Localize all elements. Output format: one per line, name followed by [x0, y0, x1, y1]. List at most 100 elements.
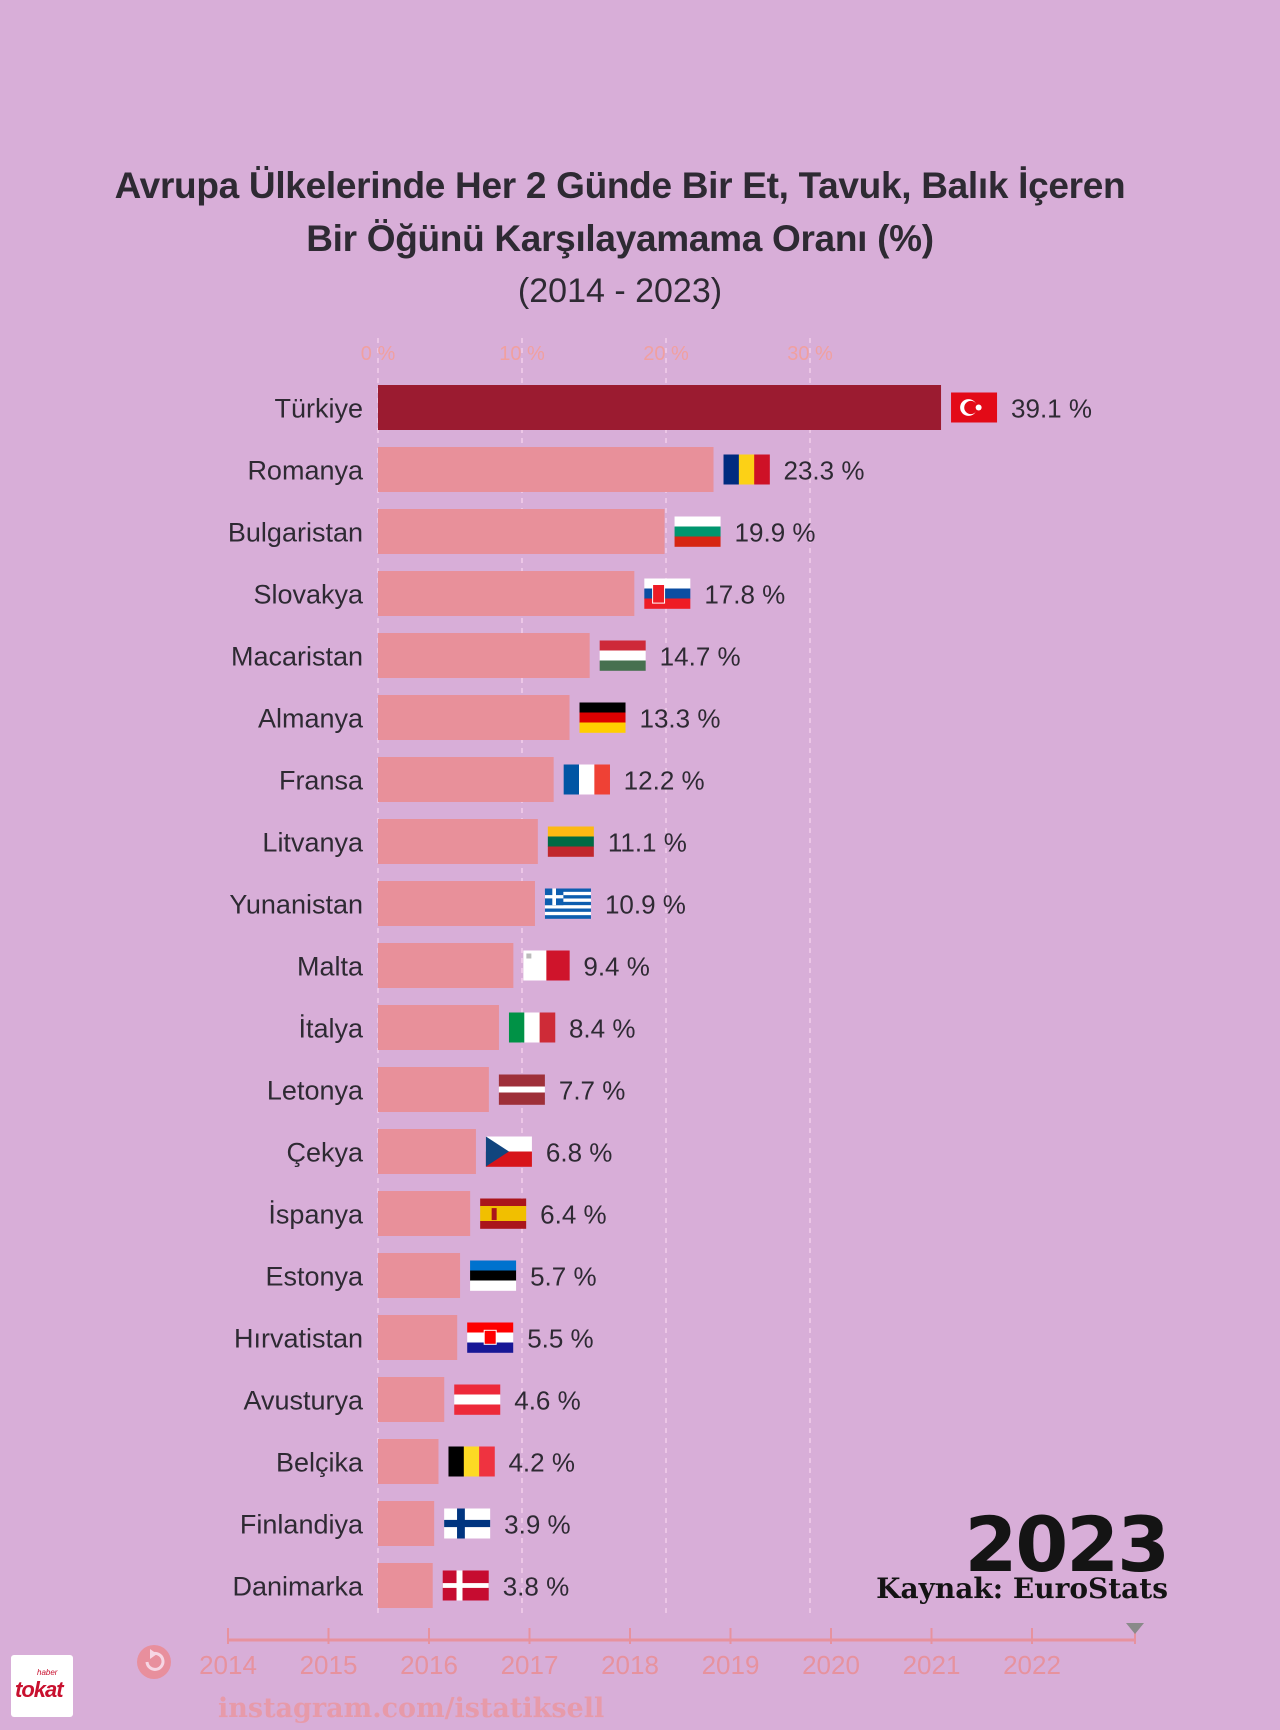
x-tick-label: 30 %: [787, 343, 833, 365]
value-label: 5.5 %: [527, 1324, 594, 1354]
romania-flag: [723, 454, 770, 485]
replay-icon: [137, 1645, 171, 1679]
category-label: Romanya: [247, 456, 364, 486]
bar: [378, 1501, 435, 1546]
croatia-flag: [467, 1322, 514, 1353]
category-label: Estonya: [265, 1262, 364, 1292]
timeline-year-label: 2019: [702, 1650, 760, 1680]
current-year: 2023: [964, 1500, 1170, 1589]
category-label: Belçika: [276, 1448, 364, 1478]
bar: [378, 695, 570, 740]
timeline-year-label: 2017: [501, 1650, 559, 1680]
value-label: 6.4 %: [540, 1200, 607, 1230]
value-label: 4.6 %: [514, 1386, 581, 1416]
germany-flag: [579, 702, 626, 733]
value-label: 17.8 %: [704, 580, 785, 610]
chart-period: (2014 - 2023): [517, 272, 723, 310]
x-tick-label: 0 %: [361, 343, 396, 365]
category-label: Avusturya: [243, 1386, 364, 1416]
logo-main-text: tokat: [15, 1677, 64, 1702]
bar: [378, 757, 554, 802]
logo-small-text: haber: [37, 1668, 58, 1677]
bar: [378, 1377, 445, 1422]
bar: [378, 1315, 458, 1360]
category-label: Çekya: [286, 1138, 364, 1168]
bar: [378, 385, 942, 430]
bar: [378, 1067, 489, 1112]
value-label: 10.9 %: [605, 890, 686, 920]
value-label: 3.9 %: [504, 1510, 571, 1540]
category-label: İtalya: [298, 1013, 364, 1044]
bar: [378, 447, 714, 492]
category-label: Hırvatistan: [234, 1324, 363, 1354]
bar: [378, 1439, 439, 1484]
category-label: Bulgaristan: [228, 518, 363, 548]
value-label: 7.7 %: [559, 1076, 626, 1106]
tokat-logo: haber tokat: [11, 1655, 73, 1717]
slovakia-flag: [644, 578, 691, 609]
france-flag: [563, 764, 610, 795]
bar: [378, 1563, 433, 1608]
timeline-year-label: 2015: [300, 1650, 358, 1680]
value-label: 3.8 %: [503, 1572, 569, 1602]
timeline-current-marker: [1126, 1623, 1144, 1634]
category-label: Finlandiya: [240, 1510, 364, 1540]
watermark: instagram.com/istatiksell: [218, 1693, 605, 1724]
bar: [378, 1005, 499, 1050]
hungary-flag: [599, 640, 646, 671]
category-label: Letonya: [267, 1076, 364, 1106]
category-label: Fransa: [279, 766, 364, 796]
category-label: Litvanya: [262, 828, 364, 858]
bar: [378, 1191, 471, 1236]
chart-title-line2: Bir Öğünü Karşılayamama Oranı (%): [306, 218, 934, 259]
value-label: 14.7 %: [660, 642, 741, 672]
timeline-year-label: 2020: [802, 1650, 860, 1680]
value-label: 9.4 %: [583, 952, 650, 982]
category-label: Slovakya: [253, 580, 364, 610]
timeline-year-label: 2018: [601, 1650, 659, 1680]
bar: [378, 819, 538, 864]
category-label: Macaristan: [231, 642, 363, 672]
timeline-year-label: 2021: [903, 1650, 961, 1680]
value-label: 11.1 %: [608, 828, 687, 858]
chart-title-line1: Avrupa Ülkelerinde Her 2 Günde Bir Et, T…: [114, 165, 1126, 206]
value-label: 19.9 %: [735, 518, 816, 548]
spain-flag: [480, 1198, 527, 1229]
value-label: 8.4 %: [569, 1014, 636, 1044]
czechia-flag: [485, 1136, 532, 1167]
category-label: Yunanistan: [229, 890, 363, 920]
bar: [378, 1129, 476, 1174]
bar: [378, 943, 514, 988]
austria-flag: [454, 1384, 501, 1415]
bulgaria-flag: [674, 516, 721, 547]
timeline-year-label: 2014: [199, 1650, 257, 1680]
source-label: Kaynak: EuroStats: [876, 1572, 1168, 1605]
category-label: İspanya: [268, 1199, 364, 1230]
turkey-flag: [951, 392, 998, 423]
bar: [378, 881, 535, 926]
estonia-flag: [470, 1260, 517, 1291]
category-label: Almanya: [258, 704, 364, 734]
value-label: 6.8 %: [546, 1138, 613, 1168]
belgium-flag: [448, 1446, 495, 1477]
value-label: 12.2 %: [624, 766, 705, 796]
bar: [378, 571, 635, 616]
bar: [378, 1253, 461, 1298]
x-tick-label: 10 %: [499, 343, 545, 365]
denmark-flag: [442, 1570, 489, 1601]
timeline-year-label: 2016: [400, 1650, 458, 1680]
timeline-year-label: 2022: [1003, 1650, 1061, 1680]
malta-flag: [523, 950, 570, 981]
value-label: 39.1 %: [1011, 394, 1092, 424]
x-tick-label: 20 %: [643, 343, 689, 365]
lithuania-flag: [547, 826, 594, 857]
value-label: 13.3 %: [640, 704, 721, 734]
finland-flag: [444, 1508, 491, 1539]
bar: [378, 509, 665, 554]
greece-flag: [544, 888, 591, 919]
latvia-flag: [498, 1074, 545, 1105]
value-label: 23.3 %: [784, 456, 865, 486]
bar: [378, 633, 590, 678]
value-label: 5.7 %: [530, 1262, 597, 1292]
